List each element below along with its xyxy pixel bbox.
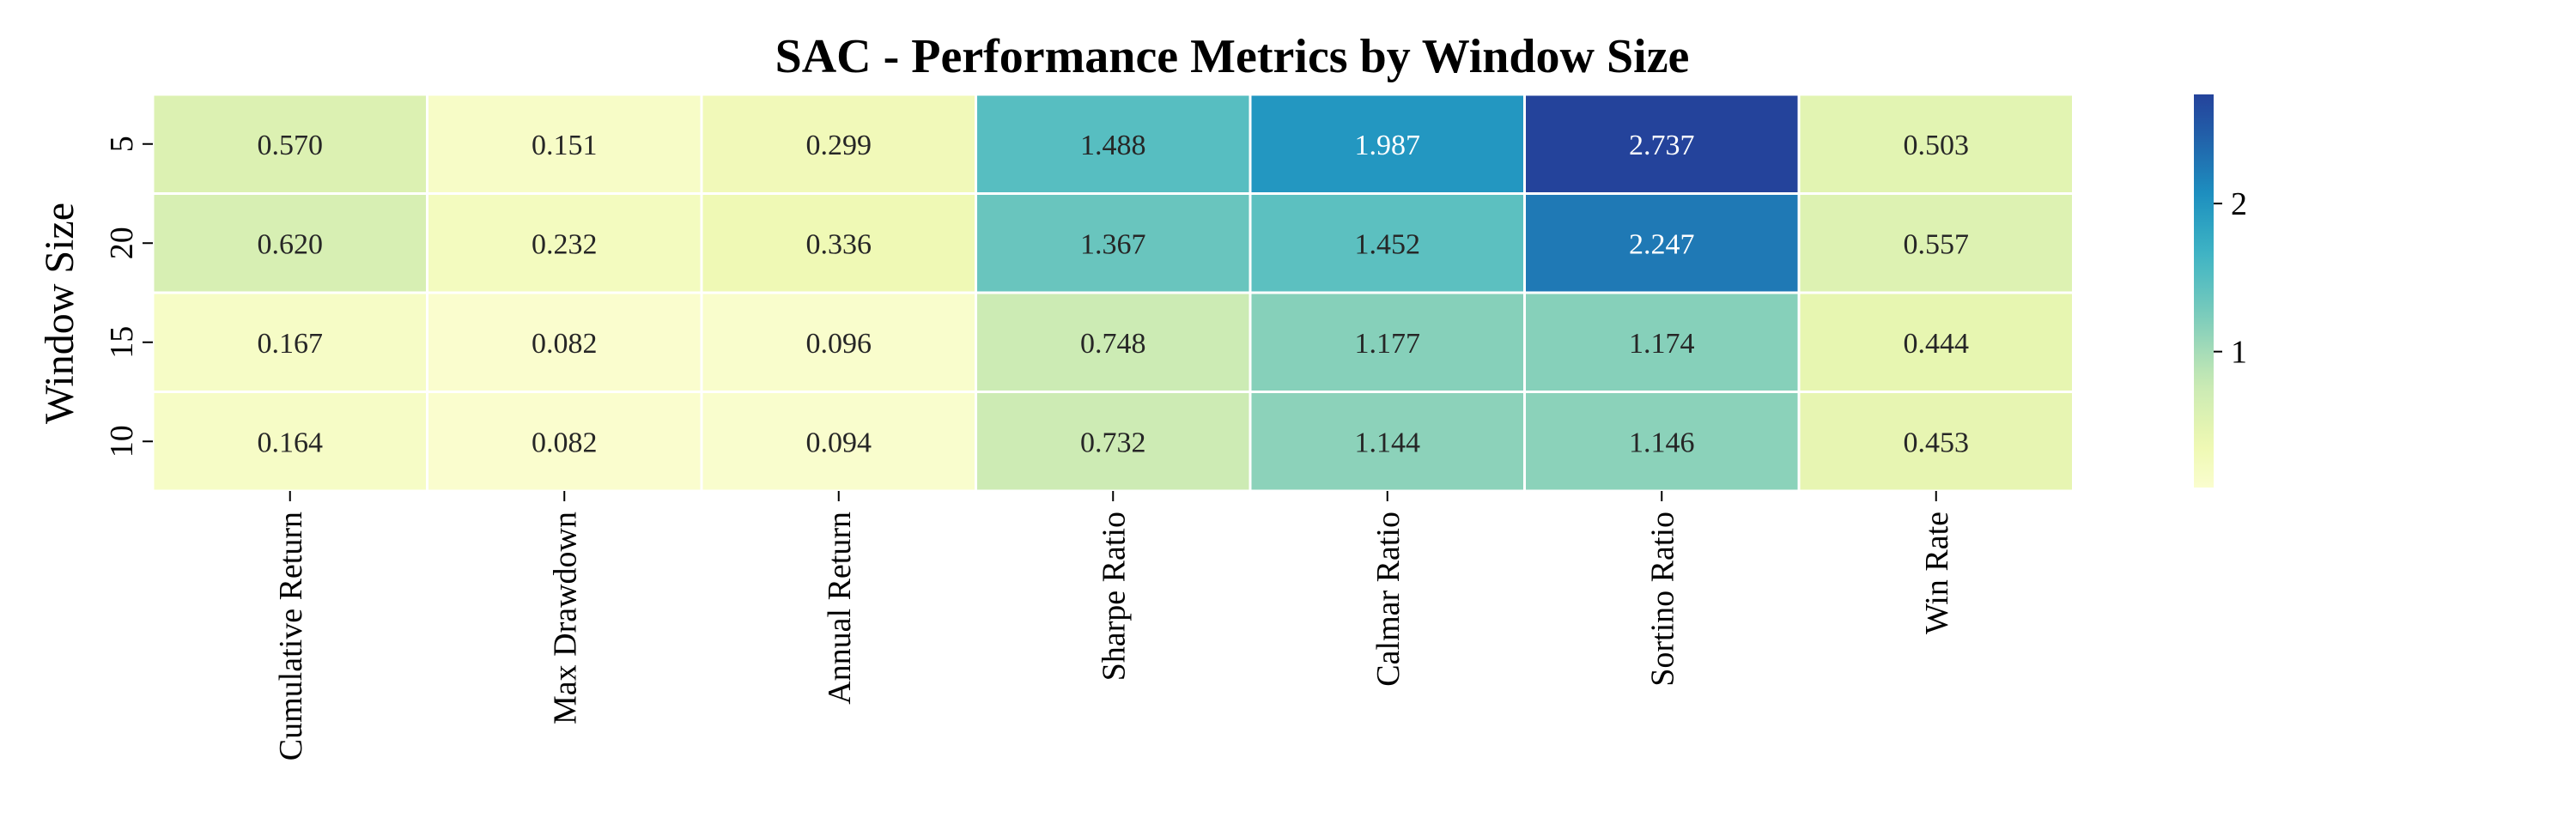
y-axis-ticks: 5 20 15 10: [104, 136, 153, 457]
heatmap-cell: [1249, 291, 1526, 393]
x-axis-ticks: Cumulative Return Max Drawdown Annual Retu…: [273, 491, 1955, 760]
colorbar-tick-label: 1: [2231, 335, 2247, 371]
cell-value-label: 0.503: [1904, 130, 1970, 161]
heatmap-cell: [1523, 291, 1801, 393]
x-tick-label: Win Rate: [1919, 512, 1955, 634]
heatmap-cell: [975, 391, 1252, 493]
heatmap-cell: [1797, 291, 2075, 393]
x-tick-label: Calmar Ratio: [1370, 512, 1406, 687]
cell-value-label: 1.367: [1080, 228, 1146, 260]
colorbar-tick-label: 2: [2231, 186, 2247, 222]
cell-value-label: 1.146: [1629, 427, 1695, 458]
heatmap-cell: [1797, 391, 2075, 493]
heatmap-cell: [1523, 93, 1801, 195]
heatmap-cell: [1249, 192, 1526, 294]
cell-value-label: 0.336: [806, 228, 872, 260]
heatmap-cell: [975, 291, 1252, 393]
cell-value-label: 2.247: [1629, 228, 1695, 260]
cell-value-label: 0.082: [532, 328, 598, 360]
cell-value-label: 1.452: [1355, 228, 1421, 260]
cell-value-label: 1.144: [1355, 427, 1421, 458]
heatmap-cell: [426, 93, 703, 195]
x-tick-label: Sortino Ratio: [1644, 512, 1680, 687]
cell-value-label: 0.748: [1080, 328, 1146, 360]
cell-value-label: 1.987: [1355, 130, 1421, 161]
cell-value-label: 1.174: [1629, 328, 1695, 360]
heatmap-cell: [1797, 192, 2075, 294]
x-tick-label: Cumulative Return: [273, 512, 309, 760]
y-axis-label: Window Size: [37, 203, 82, 424]
chart-title: SAC - Performance Metrics by Window Size: [775, 30, 1690, 83]
cell-value-label: 1.488: [1080, 130, 1146, 161]
cell-value-label: 2.737: [1629, 130, 1695, 161]
x-tick-label: Max Drawdown: [547, 512, 583, 724]
cell-value-label: 0.570: [258, 130, 324, 161]
x-tick-label: Annual Return: [822, 512, 858, 705]
heatmap-cell: [426, 291, 703, 393]
x-tick-label: Sharpe Ratio: [1096, 512, 1132, 681]
cell-value-label: 0.453: [1904, 427, 1970, 458]
cell-value-label: 1.177: [1355, 328, 1421, 360]
y-tick-label: 10: [104, 425, 140, 457]
cell-value-label: 0.732: [1080, 427, 1146, 458]
colorbar-gradient: [2194, 94, 2214, 488]
heatmap-cell: [1523, 391, 1801, 493]
cell-value-label: 0.620: [258, 228, 324, 260]
heatmap-cell: [151, 93, 428, 195]
heatmap-cell: [700, 192, 977, 294]
y-tick-label: 5: [104, 136, 140, 152]
y-tick-label: 15: [104, 326, 140, 359]
cell-value-label: 0.557: [1904, 228, 1970, 260]
heatmap-cell: [700, 291, 977, 393]
colorbar: 12: [2194, 94, 2247, 488]
cell-value-label: 0.299: [806, 130, 872, 161]
cell-value-label: 0.096: [806, 328, 872, 360]
cell-value-label: 0.094: [806, 427, 872, 458]
heatmap-cell: [426, 391, 703, 493]
heatmap-cell: [151, 391, 428, 493]
cell-value-label: 0.444: [1904, 328, 1970, 360]
cell-value-label: 0.082: [532, 427, 598, 458]
cell-value-label: 0.232: [532, 228, 598, 260]
cell-value-label: 0.164: [258, 427, 324, 458]
heatmap-cell: [700, 93, 977, 195]
heatmap-cells: 0.570 0.151 0.299 1.488 1.987 2.737 0.503 0.620…: [151, 93, 2075, 493]
cell-value-label: 0.151: [532, 130, 598, 161]
cell-value-label: 0.167: [258, 328, 324, 360]
y-tick-label: 20: [104, 227, 140, 259]
